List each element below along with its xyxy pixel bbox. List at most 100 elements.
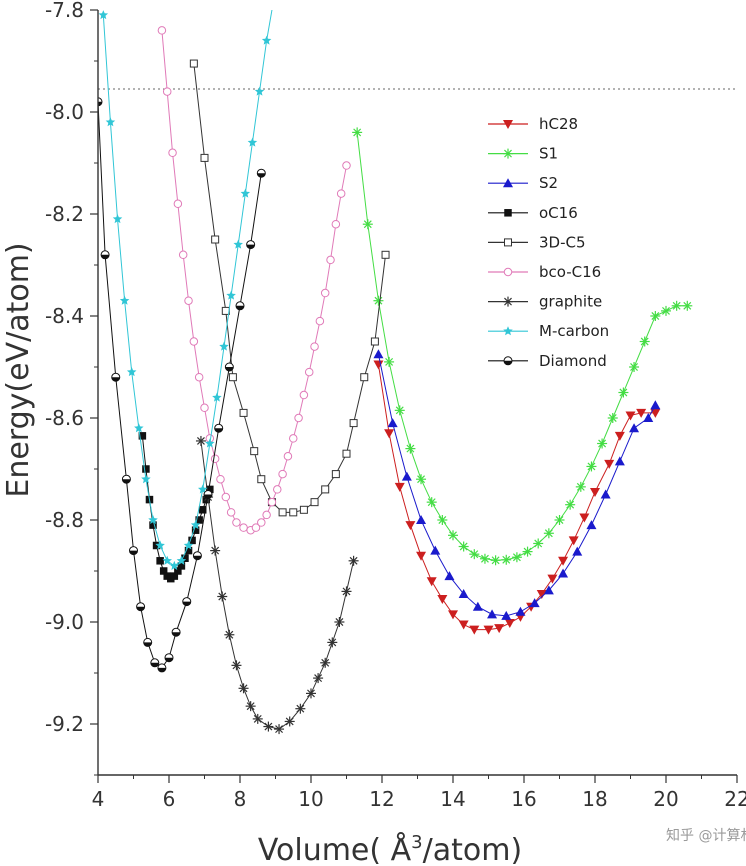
data-point-3d-c5 <box>349 419 358 428</box>
data-point-s1 <box>639 336 650 347</box>
data-point-graphite <box>327 637 338 648</box>
y-tick-label: -8.6 <box>45 406 84 430</box>
data-point-bco-c16 <box>326 255 335 265</box>
data-point-s1 <box>479 553 490 564</box>
data-point-3d-c5 <box>370 337 379 346</box>
legend-item-3d-c5: 3D-C5 <box>488 233 586 251</box>
y-tick-label: -7.8 <box>45 0 84 22</box>
legend-label: graphite <box>539 293 602 311</box>
data-point-oc16 <box>191 526 200 534</box>
data-point-oc16 <box>188 536 196 545</box>
data-point-diamond <box>143 637 153 647</box>
legend-marker-m-carbon <box>503 326 513 336</box>
x-tick-label: 20 <box>653 787 678 811</box>
data-point-s1 <box>554 515 565 525</box>
data-point-bco-c16 <box>184 296 193 305</box>
data-point-oc16 <box>149 521 157 529</box>
data-point-diamond <box>100 250 110 260</box>
data-point-s2 <box>487 609 498 619</box>
data-point-hc28 <box>469 625 480 635</box>
data-point-s1 <box>490 555 501 566</box>
axes: 4 6 8 10 12 14 16 18 20 22 -7.8 -8.0 -8.2 -8.4 -8.6 -8.… <box>45 0 746 811</box>
x-tick-label: 10 <box>298 787 323 811</box>
data-point-s1 <box>522 546 533 557</box>
legend-marker-3d-c5 <box>504 238 512 247</box>
series-graphite <box>195 435 359 735</box>
data-point-s1 <box>416 474 427 485</box>
data-point-oc16 <box>138 432 147 440</box>
legend-marker-graphite <box>503 296 513 307</box>
data-point-s1 <box>533 538 544 549</box>
data-point-diamond <box>98 97 103 107</box>
data-point-hc28 <box>384 429 395 439</box>
data-point-bco-c16 <box>267 497 277 507</box>
data-point-s2 <box>373 349 384 359</box>
series-group <box>98 10 737 735</box>
data-point-s1 <box>394 405 405 416</box>
data-point-oc16 <box>195 516 203 524</box>
data-point-hc28 <box>604 459 615 469</box>
data-point-hc28 <box>394 482 405 492</box>
data-point-diamond <box>224 362 234 372</box>
data-point-bco-c16 <box>257 518 266 527</box>
y-axis-title: Energy(eV/atom) <box>1 242 36 497</box>
data-point-hc28 <box>504 619 515 629</box>
data-point-bco-c16 <box>304 367 314 377</box>
y-tick-label: -9.2 <box>45 712 84 736</box>
data-point-bco-c16 <box>251 523 261 532</box>
data-point-bco-c16 <box>189 337 199 346</box>
data-point-3d-c5 <box>200 153 209 162</box>
data-point-bco-c16 <box>232 518 241 527</box>
data-point-diamond <box>214 423 224 433</box>
data-point-oc16 <box>152 541 161 550</box>
data-point-m-carbon <box>112 214 123 224</box>
series-diamond <box>98 97 266 673</box>
data-point-bco-c16 <box>342 161 351 170</box>
series-m-carbon <box>98 10 273 570</box>
data-point-s2 <box>472 601 483 611</box>
data-point-graphite <box>217 591 228 602</box>
data-point-diamond <box>192 551 202 561</box>
data-point-s2 <box>643 413 654 422</box>
data-point-diamond <box>111 372 121 382</box>
data-point-graphite <box>341 586 352 597</box>
data-point-hc28 <box>579 513 590 523</box>
data-point-bco-c16 <box>162 87 172 96</box>
plot-area <box>98 10 737 735</box>
data-point-oc16 <box>170 572 179 580</box>
legend-label: 3D-C5 <box>539 233 586 251</box>
data-point-3d-c5 <box>211 235 220 244</box>
data-point-hc28 <box>614 431 625 441</box>
y-tick-label: -8.0 <box>45 100 84 124</box>
data-point-m-carbon <box>254 86 265 96</box>
data-point-diamond <box>235 301 245 311</box>
data-point-s1 <box>405 443 416 454</box>
data-point-bco-c16 <box>310 342 319 351</box>
data-point-3d-c5 <box>381 250 390 259</box>
x-axis-title-prefix: Volume( <box>258 833 391 866</box>
series-bco-c16 <box>157 26 351 535</box>
data-point-bco-c16 <box>226 508 236 517</box>
data-point-diamond <box>171 627 181 637</box>
data-point-s2 <box>558 568 569 578</box>
data-point-bco-c16 <box>210 454 220 464</box>
data-point-s1 <box>458 541 469 552</box>
data-point-s2 <box>387 418 398 428</box>
data-point-s1 <box>575 481 586 492</box>
data-point-s1 <box>597 438 608 449</box>
data-point-oc16 <box>181 554 189 562</box>
data-point-3d-c5 <box>342 449 351 458</box>
legend-item-s1: S1 <box>488 145 558 163</box>
data-point-s1 <box>426 497 437 508</box>
data-point-graphite <box>306 688 316 699</box>
legend-marker-s1 <box>503 148 513 159</box>
data-point-bco-c16 <box>239 523 248 532</box>
series-line-hc28 <box>377 364 656 631</box>
data-point-hc28 <box>494 624 505 634</box>
data-point-bco-c16 <box>289 434 298 443</box>
data-point-s1 <box>373 295 384 306</box>
data-point-graphite <box>238 683 249 694</box>
data-point-m-carbon <box>233 239 243 249</box>
data-point-hc28 <box>458 620 469 630</box>
data-point-s2 <box>444 571 455 581</box>
